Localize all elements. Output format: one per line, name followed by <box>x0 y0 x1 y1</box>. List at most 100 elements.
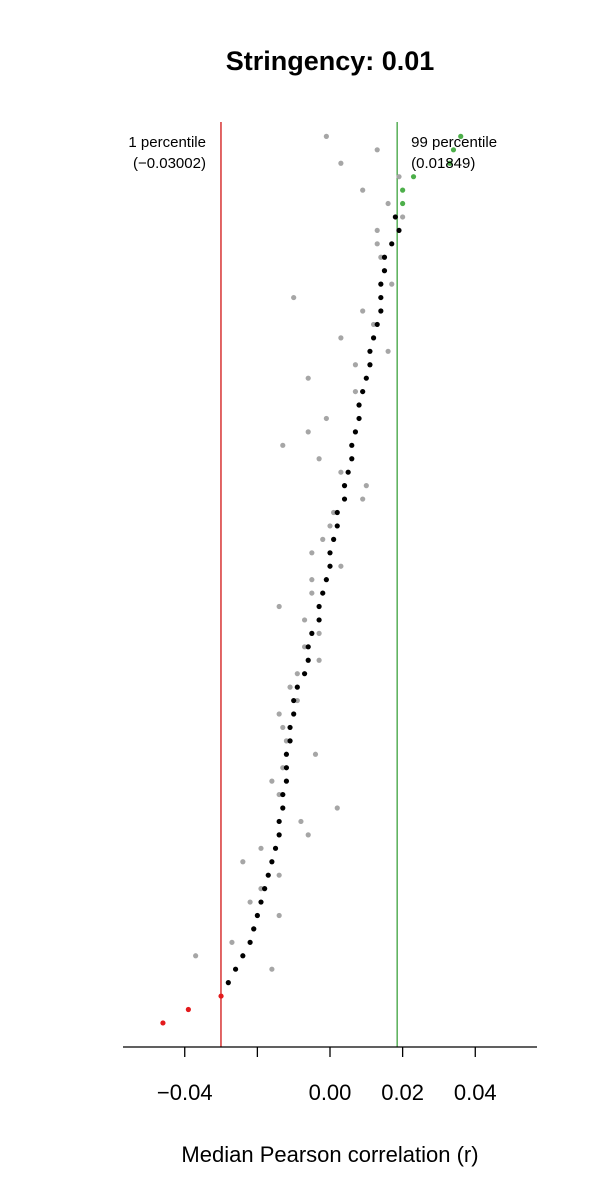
point-expected-35 <box>294 684 300 690</box>
point-observed-62 <box>269 966 275 972</box>
point-expected-19 <box>345 469 351 475</box>
point-expected-38 <box>287 724 293 731</box>
point-expected-21 <box>341 496 348 502</box>
point-observed-58 <box>276 912 282 919</box>
point-observed-34 <box>309 590 315 596</box>
point-expected-0 <box>392 214 398 220</box>
point-expected-5 <box>378 281 384 287</box>
point-expected-39 <box>287 738 293 744</box>
point-expected-57 <box>225 980 231 986</box>
x-tick-label-3: 0.02 <box>381 1080 424 1105</box>
point-observed-13 <box>360 308 366 314</box>
point-observed-4 <box>360 187 366 193</box>
series-above_upper <box>400 133 464 207</box>
point-expected-16 <box>352 429 359 435</box>
point-observed-33 <box>309 577 315 583</box>
point-observed-18 <box>305 375 311 381</box>
point-observed-49 <box>276 791 282 798</box>
point-expected-37 <box>291 711 297 717</box>
point-observed-51 <box>298 818 304 825</box>
point-expected-11 <box>367 362 373 368</box>
point-expected-17 <box>349 442 355 448</box>
point-observed-60 <box>229 939 235 945</box>
point-expected-14 <box>356 402 362 408</box>
point-observed-8 <box>374 241 380 247</box>
point-observed-55 <box>276 872 282 878</box>
point-observed-30 <box>320 536 326 542</box>
point-observed-53 <box>258 845 264 851</box>
point-expected-8 <box>374 321 380 328</box>
point-expected-20 <box>341 483 348 489</box>
point-observed-57 <box>247 899 253 905</box>
point-observed-39 <box>316 657 322 663</box>
point-expected-24 <box>331 536 337 542</box>
point-observed-29 <box>327 523 333 529</box>
x-axis-label: Median Pearson correlation (r) <box>181 1142 478 1167</box>
point-expected-33 <box>305 657 311 663</box>
point-observed-6 <box>400 214 406 220</box>
point-expected-23 <box>334 523 340 529</box>
point-expected-46 <box>276 832 282 838</box>
point-observed-46 <box>312 751 319 757</box>
point-expected-28 <box>320 590 326 596</box>
point-above_upper-4 <box>400 187 406 193</box>
point-expected-54 <box>247 939 253 945</box>
point-expected-13 <box>360 388 366 395</box>
series-expected <box>225 214 402 986</box>
point-observed-2 <box>338 160 344 166</box>
point-expected-29 <box>316 603 322 610</box>
point-expected-34 <box>301 671 308 677</box>
point-above_upper-3 <box>410 174 417 180</box>
data-points <box>160 133 464 1026</box>
point-observed-9 <box>378 254 384 260</box>
point-expected-42 <box>283 778 290 784</box>
point-observed-1 <box>374 147 380 153</box>
point-observed-56 <box>258 886 264 892</box>
point-expected-36 <box>291 697 297 704</box>
point-observed-50 <box>334 805 340 811</box>
point-observed-25 <box>338 469 344 475</box>
point-expected-12 <box>363 375 369 381</box>
point-expected-52 <box>254 912 260 919</box>
point-expected-56 <box>232 966 239 972</box>
point-expected-25 <box>327 550 333 556</box>
chart-title: Stringency: 0.01 <box>226 46 435 76</box>
point-expected-18 <box>349 456 355 462</box>
point-expected-15 <box>356 415 362 422</box>
point-expected-6 <box>378 294 384 301</box>
point-observed-19 <box>352 388 359 395</box>
point-observed-11 <box>389 281 395 287</box>
point-expected-53 <box>251 926 257 932</box>
point-observed-38 <box>301 644 308 650</box>
point-observed-40 <box>294 671 300 677</box>
point-observed-22 <box>305 429 311 435</box>
point-expected-51 <box>258 899 264 905</box>
point-observed-16 <box>385 348 391 354</box>
point-observed-0 <box>323 133 329 139</box>
point-expected-7 <box>378 308 384 314</box>
point-observed-24 <box>316 456 322 462</box>
x-tick-label-0: −0.04 <box>157 1080 213 1105</box>
threshold-lines <box>220 122 398 1047</box>
point-expected-48 <box>269 859 275 865</box>
point-observed-47 <box>280 765 286 771</box>
point-observed-17 <box>352 362 359 368</box>
point-observed-23 <box>280 442 286 448</box>
point-expected-40 <box>283 751 290 757</box>
series-observed <box>193 133 406 972</box>
point-expected-3 <box>381 254 388 260</box>
lower-threshold-label: 1 percentile <box>128 134 206 151</box>
point-observed-45 <box>283 738 290 744</box>
point-above_upper-5 <box>400 200 406 207</box>
point-observed-52 <box>305 832 311 838</box>
point-below_lower-1 <box>185 1006 191 1013</box>
point-expected-1 <box>396 227 402 234</box>
upper-threshold-value: (0.01849) <box>411 155 475 172</box>
point-observed-43 <box>276 711 282 717</box>
point-below_lower-0 <box>218 993 224 999</box>
point-below_lower-2 <box>160 1020 166 1026</box>
lower-threshold-value: (−0.03002) <box>133 155 206 172</box>
point-expected-55 <box>240 953 246 959</box>
point-expected-31 <box>309 630 315 636</box>
point-expected-2 <box>389 241 395 247</box>
